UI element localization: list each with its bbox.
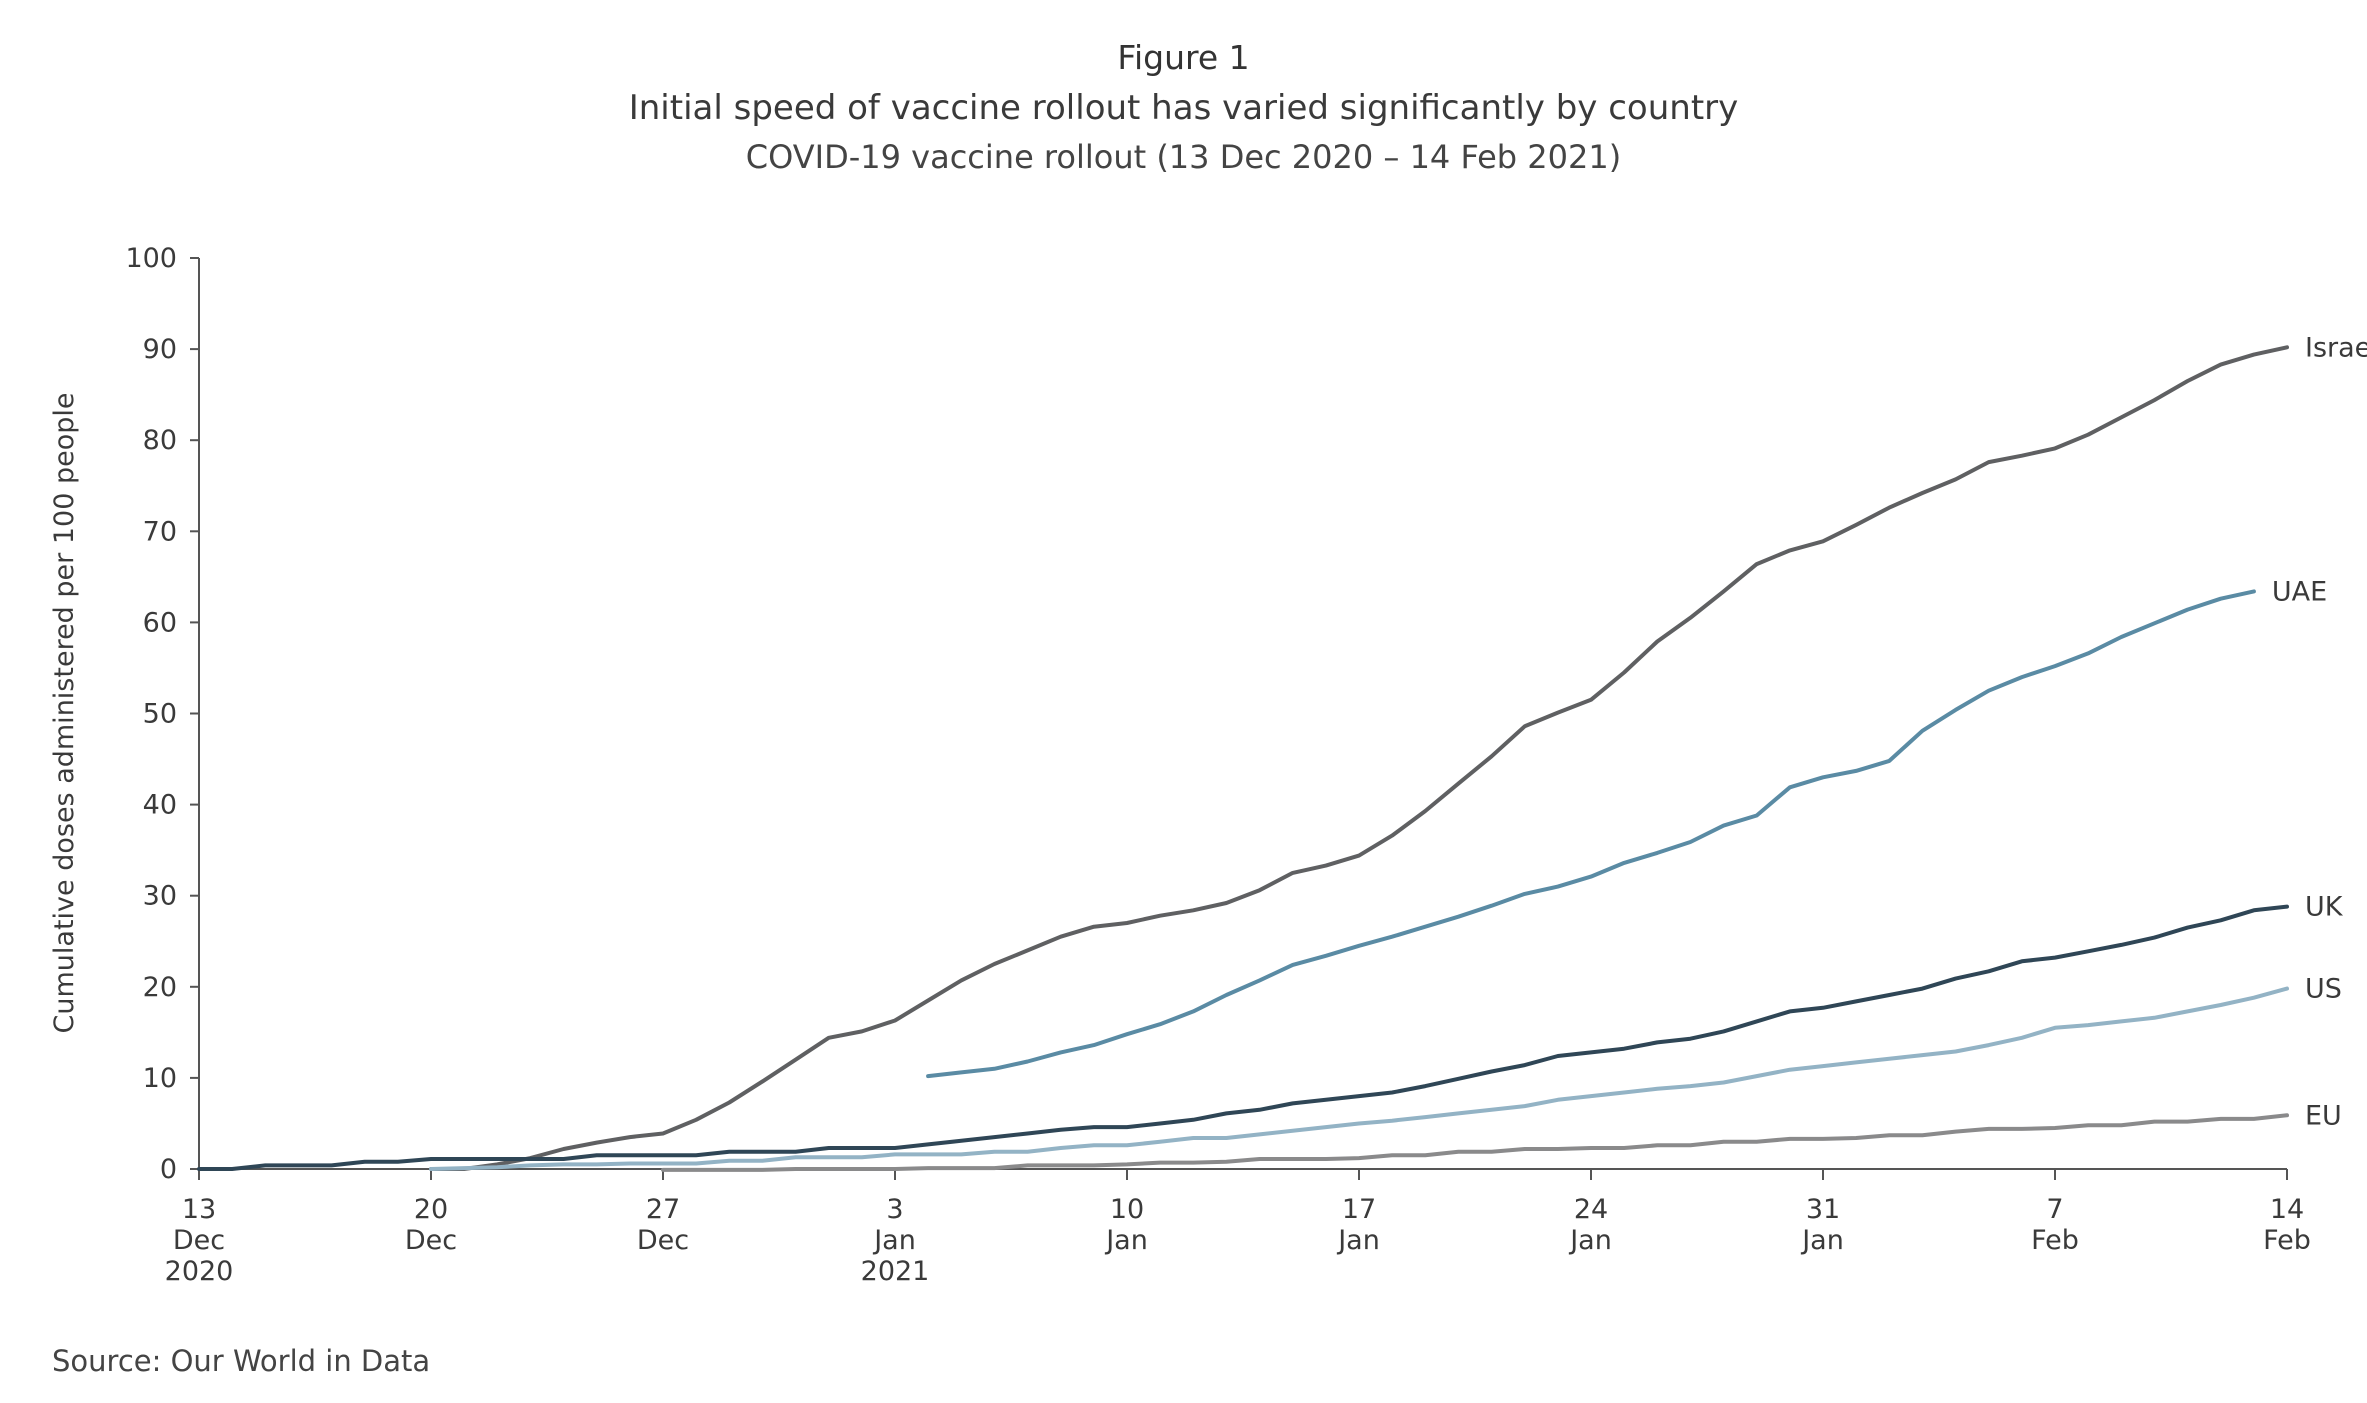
series-label-us: US (2305, 974, 2342, 1005)
x-tick-label: 10 Jan (1104, 1194, 1148, 1256)
x-tick-label: 14 Feb (2263, 1194, 2311, 1256)
series-line-israel (429, 345, 2289, 1171)
chart-title: Initial speed of vaccine rollout has var… (628, 88, 1739, 128)
y-tick-label: 90 (143, 334, 177, 365)
x-tick-label: 7 Feb (2031, 1194, 2079, 1256)
series-label-israel: Israel (2305, 332, 2367, 363)
x-tick-label: 3 Jan 2021 (861, 1194, 930, 1287)
x-tick-label: 13 Dec 2020 (165, 1194, 234, 1287)
series-lines (197, 345, 2289, 1172)
y-tick-label: 100 (125, 243, 177, 274)
series-line-eu (661, 1113, 2289, 1172)
y-tick-label: 50 (143, 699, 177, 730)
series-label-uk: UK (2305, 892, 2344, 923)
x-tick-label: 20 Dec (405, 1194, 457, 1256)
x-tick-label: 31 Jan (1800, 1194, 1844, 1256)
series-label-uae: UAE (2272, 576, 2327, 607)
chart-subtitle: COVID-19 vaccine rollout (13 Dec 2020 – … (745, 138, 1622, 176)
axes: 0 10 20 30 40 50 60 70 80 90 100 13 Dec 2020 20 Dec 27 De… (49, 243, 2311, 1287)
x-tick-label: 27 Dec (637, 1194, 689, 1256)
series-labels: Israel UAE UK US EU (2272, 332, 2367, 1131)
series-line-uk (197, 904, 2289, 1171)
y-tick-label: 20 (143, 972, 177, 1003)
x-tick-label: 24 Jan (1568, 1194, 1612, 1256)
y-tick-label: 0 (160, 1154, 177, 1185)
x-tick-label: 17 Jan (1336, 1194, 1380, 1256)
series-line-us (429, 986, 2289, 1171)
y-tick-label: 30 (143, 881, 177, 912)
y-tick-label: 60 (143, 607, 177, 638)
y-axis-title: Cumulative doses administered per 100 pe… (49, 393, 80, 1034)
series-line-uae (926, 589, 2256, 1079)
y-tick-label: 40 (143, 790, 177, 821)
figure-label: Figure 1 (1117, 38, 1250, 77)
y-tick-label: 80 (143, 425, 177, 456)
y-tick-label: 10 (143, 1063, 177, 1094)
series-label-eu: EU (2305, 1100, 2342, 1131)
y-tick-label: 70 (143, 516, 177, 547)
source-note: Source: Our World in Data (52, 1344, 431, 1378)
